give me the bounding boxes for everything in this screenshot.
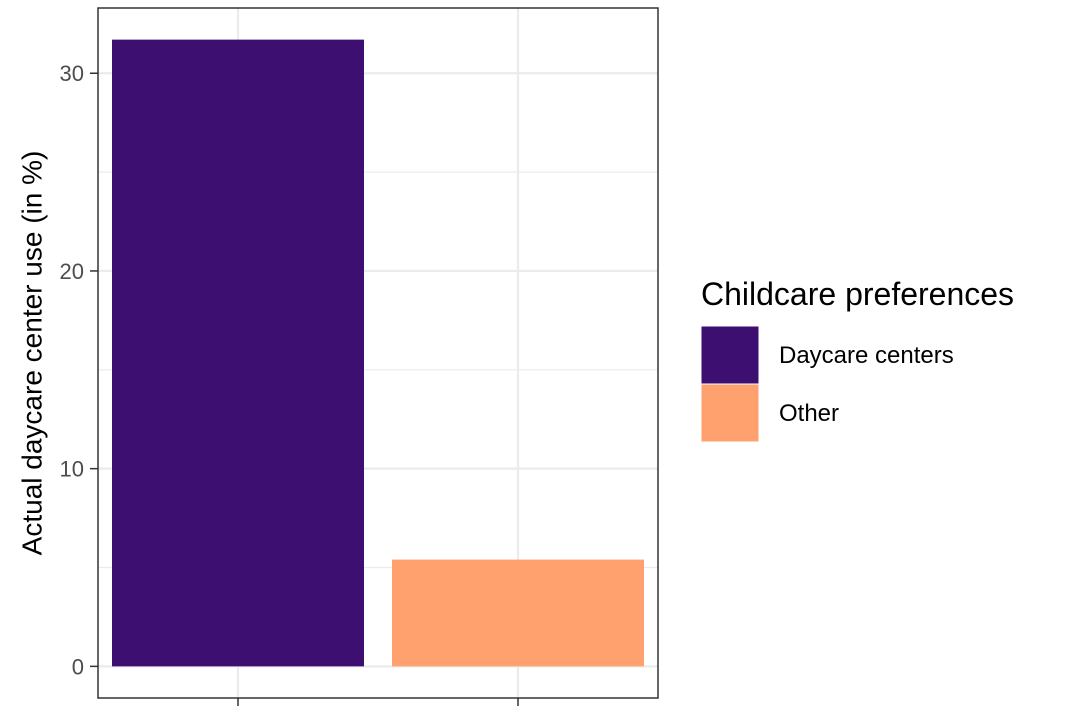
legend-title: Childcare preferences — [701, 276, 1014, 312]
legend: Childcare preferences Daycare centers Oth… — [700, 276, 1014, 443]
bar — [112, 39, 364, 667]
y-tick-label: 20 — [60, 259, 84, 284]
legend-label: Daycare centers — [779, 342, 954, 369]
axis-ticks: 0 10 20 30 — [60, 61, 519, 706]
y-tick-label: 30 — [60, 61, 84, 86]
bar — [392, 559, 644, 667]
legend-items: Daycare centers Other — [700, 325, 954, 443]
bars — [112, 39, 644, 667]
y-tick-label: 10 — [60, 457, 84, 482]
y-axis-title: Actual daycare center use (in %) — [16, 151, 47, 556]
legend-label: Other — [779, 400, 839, 427]
y-tick-label: 0 — [72, 654, 84, 679]
legend-key — [700, 325, 760, 385]
plot-panel-border — [97, 7, 659, 699]
legend-key — [700, 383, 760, 443]
